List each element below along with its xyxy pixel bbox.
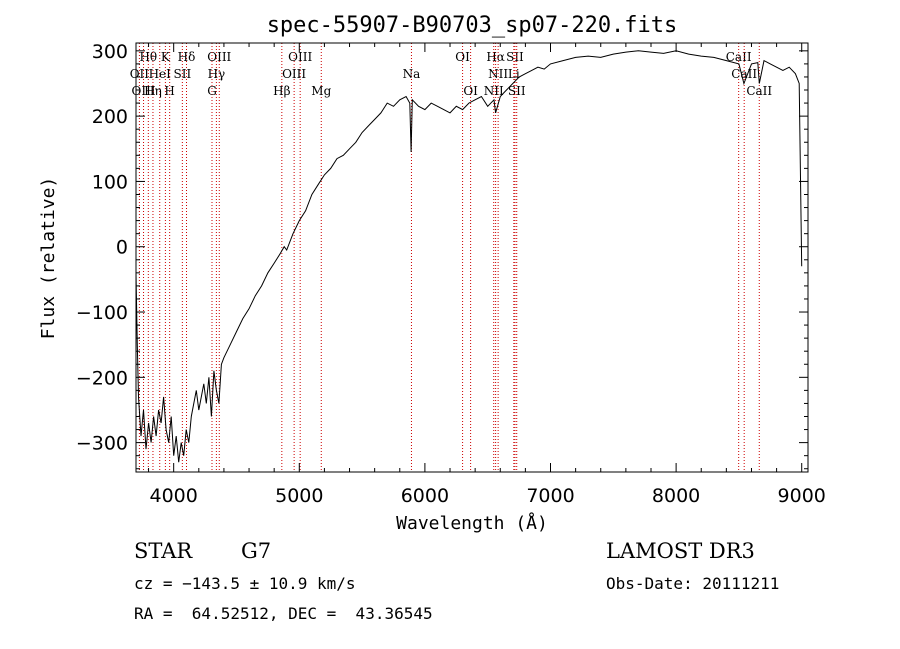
line-label-8: CaII [726,50,752,64]
x-tick-label-4: 8000 [652,485,700,507]
line-label-14: Na [403,67,421,81]
line-label-7: SII [506,50,524,64]
line-label-22: Hβ [273,84,290,98]
x-tick-label-3: 7000 [526,485,574,507]
x-tick-label-1: 5000 [275,485,323,507]
line-label-4: OIII [288,50,312,64]
line-label-0: Hθ [139,50,157,64]
y-axis-label: Flux (relative) [38,177,59,340]
y-tick-label-5: 200 [92,106,128,128]
line-label-15: NII [488,67,508,81]
spectrum-line [135,50,803,463]
redshift-cz: cz = −143.5 ± 10.9 km/s [134,574,356,593]
survey-name: LAMOST DR3 [606,539,755,563]
y-tick-label-2: −100 [76,302,128,324]
x-tick-label-0: 4000 [150,485,198,507]
line-label-16: Li [508,67,520,81]
spectrum-chart: spec-55907-B90703_sp07-220.fits Hθ K Hδ OII… [38,13,826,534]
line-label-24: OI [463,84,478,98]
y-tick-label-0: −300 [76,433,128,455]
line-label-6: Hα [486,50,505,64]
y-tick-label-6: 300 [92,41,128,63]
object-subclass: G7 [241,539,272,563]
line-label-25: NII [484,84,504,98]
x-axis-label: Wavelength (Å) [396,512,548,534]
line-label-23: Mg [311,84,331,98]
y-tick-label-1: −200 [76,367,128,389]
x-tick-label-2: 6000 [401,485,449,507]
line-label-20: H [164,84,174,98]
line-label-18: OIII [132,84,156,98]
line-label-5: OI [455,50,470,64]
line-label-1: K [161,50,171,64]
y-tick-label-3: 0 [116,237,128,259]
y-tick-label-4: 100 [92,171,128,193]
chart-title: spec-55907-B90703_sp07-220.fits [267,13,678,38]
x-tick-label-5: 9000 [778,485,826,507]
line-label-11: SII [173,67,191,81]
line-label-12: Hγ [208,67,226,81]
x-axis: 4000 5000 6000 7000 8000 9000 [148,43,826,507]
line-label-19: Hη [144,84,162,98]
line-label-9: OII [130,67,150,81]
line-label-10: HeI [149,67,172,81]
y-axis: −300 −200 −100 0 100 200 300 [76,41,808,470]
line-label-27: CaII [746,84,772,98]
line-label-13: OIII [282,67,306,81]
line-label-17: CaII [731,67,757,81]
line-label-2: Hδ [178,50,196,64]
plot-frame [135,42,809,473]
obs-date: Obs-Date: 20111211 [606,574,780,593]
line-label-3: OIII [207,50,231,64]
ra-dec: RA = 64.52512, DEC = 43.36545 [134,604,433,623]
line-label-26: SII [508,84,526,98]
line-label-21: G [207,84,217,98]
object-class: STAR [134,539,193,563]
